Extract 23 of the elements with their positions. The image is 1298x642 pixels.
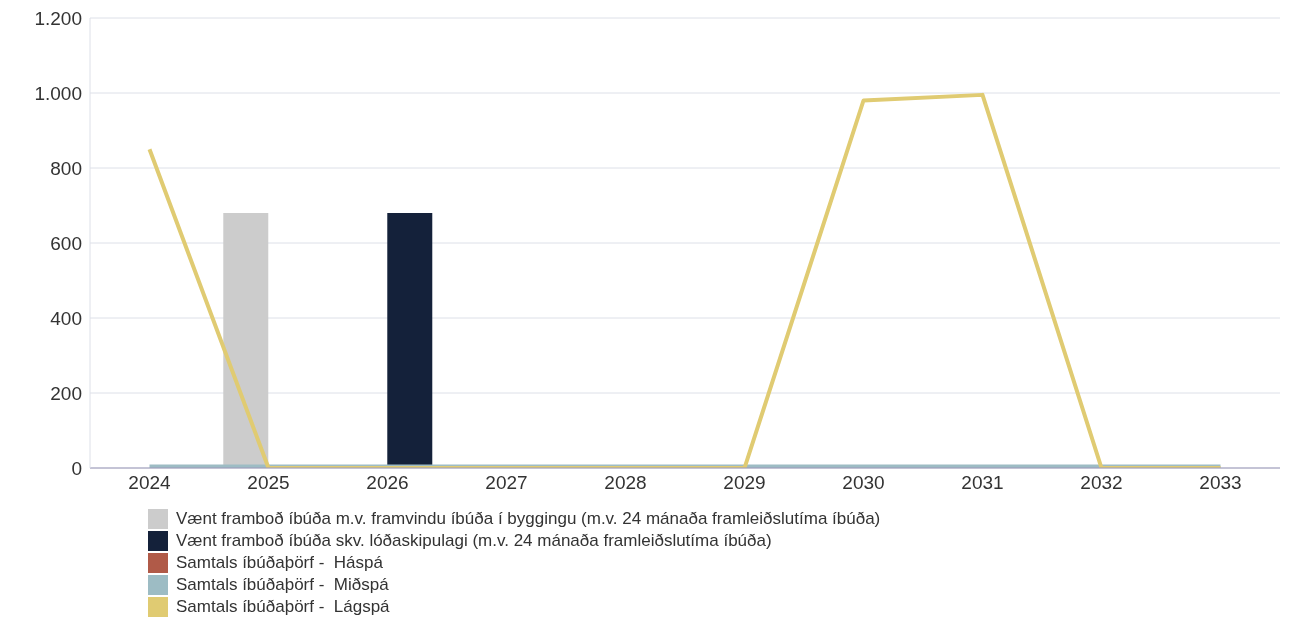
legend-label: Vænt framboð íbúða skv. lóðaskipulagi (m.v. 24 mánaða framleiðslutíma íbúða) xyxy=(176,531,772,551)
x-tick-label: 2026 xyxy=(366,472,409,494)
x-tick-label: 2031 xyxy=(961,472,1004,494)
x-tick-label: 2029 xyxy=(723,472,766,494)
y-tick-label: 1.200 xyxy=(34,7,82,29)
legend-label: Samtals íbúðaþörf - Háspá xyxy=(176,553,383,573)
legend-label: Vænt framboð íbúða m.v. framvindu íbúða í byggingu (m.v. 24 mánaða framleiðslutíma íbúða) xyxy=(176,509,881,529)
y-tick-label: 800 xyxy=(50,157,82,179)
y-tick-label: 1.000 xyxy=(34,82,82,104)
y-tick-label: 200 xyxy=(50,382,82,404)
x-tick-label: 2030 xyxy=(842,472,885,494)
y-tick-label: 0 xyxy=(71,457,82,479)
x-tick-label: 2033 xyxy=(1199,472,1242,494)
legend-label: Samtals íbúðaþörf - Lágspá xyxy=(176,597,390,617)
y-tick-label: 600 xyxy=(50,232,82,254)
x-tick-label: 2027 xyxy=(485,472,528,494)
x-tick-label: 2024 xyxy=(128,472,172,494)
y-tick-label: 400 xyxy=(50,307,82,329)
x-tick-label: 2028 xyxy=(604,472,647,494)
x-tick-label: 2032 xyxy=(1080,472,1123,494)
x-tick-label: 2025 xyxy=(247,472,290,494)
legend-label: Samtals íbúðaþörf - Miðspá xyxy=(176,575,389,595)
line-series xyxy=(147,92,1223,468)
